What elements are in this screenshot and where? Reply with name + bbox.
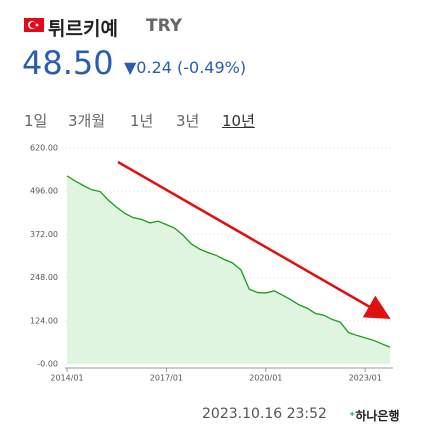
tab[interactable]: 3개월 <box>68 112 106 130</box>
currency-name: 튀르키예 <box>48 18 118 40</box>
price-change: ▼0.24 (-0.49%) <box>124 58 247 77</box>
currency-code: TRY <box>146 16 183 36</box>
y-tick-label: 372.00 <box>30 230 58 239</box>
bank-name: 하나은행 <box>355 409 400 423</box>
x-tick-label: 2020/01 <box>249 374 282 383</box>
timestamp: 2023.10.16 23:52 <box>202 406 327 422</box>
bank-logo: ⁺하나은행 <box>349 409 400 423</box>
y-tick-label: -0.00 <box>37 360 58 369</box>
tab[interactable]: 1일 <box>24 112 48 130</box>
chart: -0.00 124.00 248.00 372.00 496.00 620.00 2014/… <box>30 144 393 383</box>
area-fill <box>67 175 391 364</box>
y-tick-label: 620.00 <box>30 144 58 153</box>
y-tick-label: 248.00 <box>30 273 58 282</box>
price: 48.50 <box>22 44 114 82</box>
flag <box>24 18 44 32</box>
tab[interactable]: 10년 <box>222 112 255 130</box>
x-tick-label: 2017/01 <box>150 374 183 383</box>
tab[interactable]: 3년 <box>176 112 200 130</box>
y-tick-label: 496.00 <box>30 187 58 196</box>
tab[interactable]: 1년 <box>130 112 154 130</box>
x-tick-label: 2023/01 <box>349 374 382 383</box>
x-tick-label: 2014/01 <box>50 374 83 383</box>
y-tick-label: 124.00 <box>30 316 58 325</box>
